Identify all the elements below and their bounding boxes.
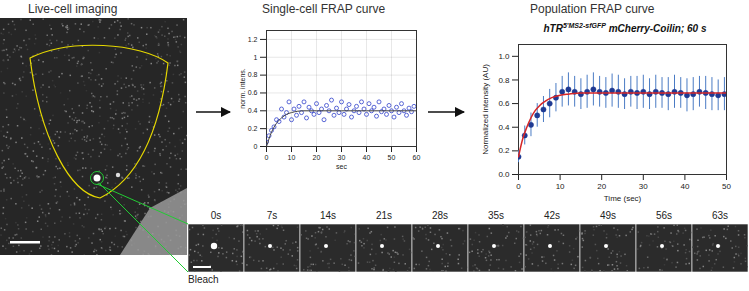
svg-text:1: 1 (254, 54, 258, 61)
html-text:Bleach: Bleach (188, 274, 219, 285)
html-text:14s: 14s (319, 210, 337, 221)
svg-text:0.6: 0.6 (248, 89, 258, 96)
svg-text:1.0: 1.0 (498, 52, 510, 61)
svg-text:50: 50 (388, 154, 396, 161)
svg-text:0.6: 0.6 (498, 99, 510, 108)
svg-text:0.8: 0.8 (248, 71, 258, 78)
svg-text:0.2: 0.2 (248, 125, 258, 132)
svg-text:0.2: 0.2 (498, 146, 510, 155)
svg-text:10: 10 (288, 154, 296, 161)
svg-text:0: 0 (265, 154, 269, 161)
svg-text:0: 0 (516, 182, 521, 191)
svg-text:0.4: 0.4 (248, 107, 258, 114)
html-text:42s: 42s (543, 210, 561, 221)
svg-text:Normalized intensity (AU): Normalized intensity (AU) (481, 64, 490, 155)
svg-text:0.0: 0.0 (498, 170, 510, 179)
html-text:Population FRAP curve: Population FRAP curve (530, 2, 655, 16)
html-text:0s: 0s (210, 210, 222, 221)
svg-text:0.8: 0.8 (498, 76, 510, 85)
html-text:49s: 49s (599, 210, 617, 221)
svg-text:40: 40 (363, 154, 371, 161)
svg-text:1.2: 1.2 (248, 36, 258, 43)
svg-text:30: 30 (639, 182, 648, 191)
svg-text:20: 20 (597, 182, 606, 191)
svg-text:30: 30 (338, 154, 346, 161)
html-text:28s: 28s (431, 210, 449, 221)
svg-text:10: 10 (556, 182, 565, 191)
html-text:7s: 7s (266, 210, 278, 221)
svg-text:40: 40 (680, 182, 689, 191)
svg-text:60: 60 (413, 154, 421, 161)
html-text:35s: 35s (487, 210, 505, 221)
html-text:hTR5'MS2-sfGFPmCherry-Coilin;: hTR5'MS2-sfGFPmCherry-Coilin; 60 s (543, 22, 707, 35)
html-text:63s: 63s (711, 210, 729, 221)
svg-text:norm. intens.: norm. intens. (239, 68, 246, 109)
svg-text:Time (sec): Time (sec) (604, 194, 642, 203)
svg-text:0.4: 0.4 (498, 123, 510, 132)
svg-text:sec: sec (336, 163, 347, 170)
html-text:21s: 21s (375, 210, 393, 221)
html-text:Single-cell FRAP curve: Single-cell FRAP curve (262, 2, 386, 16)
html-text:56s: 56s (655, 210, 673, 221)
svg-text:50: 50 (722, 182, 731, 191)
svg-text:20: 20 (313, 154, 321, 161)
svg-text:0: 0 (254, 143, 258, 150)
html-text:Live-cell imaging: Live-cell imaging (28, 2, 118, 16)
